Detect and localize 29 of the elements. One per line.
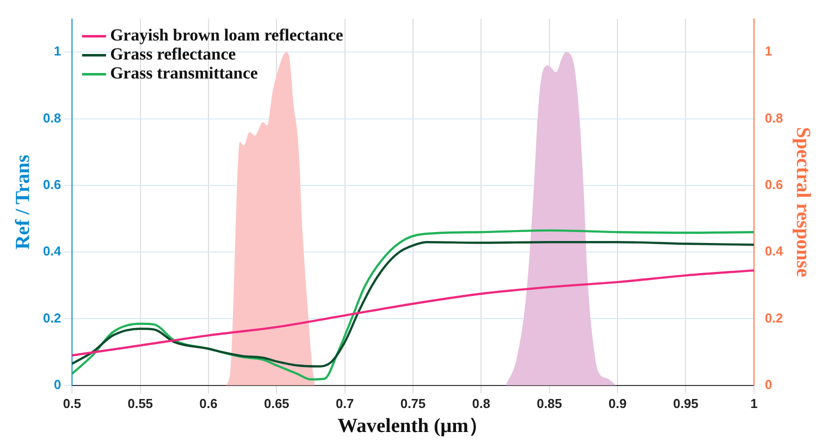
y-tick-label: 1	[54, 44, 62, 59]
y-tick-label: 0.2	[42, 310, 62, 326]
y2-tick-label: 0	[764, 376, 772, 392]
x-tick-label: 0.75	[400, 396, 426, 411]
y-tick-label: 0.8	[42, 110, 62, 126]
x-tick-label: 0.6	[199, 396, 218, 411]
y2-tick-label: 1	[764, 44, 772, 59]
y-tick-label: 0.4	[42, 244, 62, 259]
y-tick-label: 0	[54, 376, 62, 392]
y2-axis-title: Spectral response	[792, 127, 814, 278]
x-tick-label: 0.85	[536, 396, 562, 411]
y2-tick-label: 0.8	[764, 110, 784, 126]
y-tick-label: 0.6	[42, 177, 62, 192]
x-tick-label: 0.7	[336, 396, 354, 411]
y2-tick-label: 0.6	[764, 177, 784, 192]
x-tick-label: 0.95	[673, 396, 698, 411]
y-axis-title: Ref / Trans	[12, 154, 34, 250]
y2-tick-label: 0.2	[764, 310, 784, 326]
x-tick-label: 0.8	[472, 396, 490, 411]
y2-tick-label: 0.4	[764, 244, 784, 259]
x-axis-title: Wavelenth (μm）	[338, 415, 488, 438]
x-tick-label: 0.9	[608, 396, 627, 411]
x-tick-label: 1	[750, 396, 758, 411]
x-tick-label: 0.65	[264, 396, 290, 411]
legend-label: Grayish brown loam reflectance	[110, 26, 344, 45]
legend-label: Grass reflectance	[110, 44, 236, 64]
x-tick-label: 0.5	[63, 396, 82, 411]
legend-label: Grass transmittance	[110, 64, 258, 83]
x-tick-label: 0.55	[128, 396, 153, 411]
